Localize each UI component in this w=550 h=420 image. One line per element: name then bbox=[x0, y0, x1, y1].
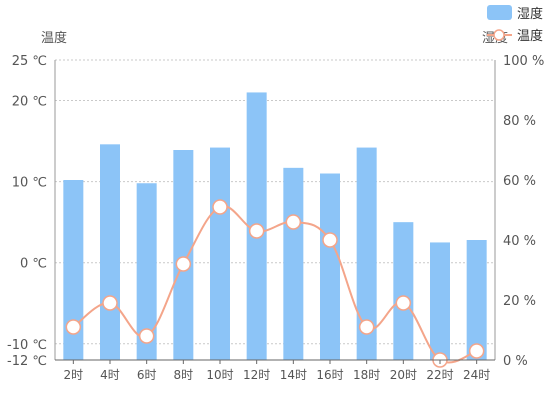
left-axis-title: 温度 bbox=[41, 30, 67, 46]
line-point[interactable] bbox=[322, 232, 338, 248]
bar-layer bbox=[63, 92, 487, 360]
line-point[interactable] bbox=[468, 343, 485, 359]
x-tick-label: 6时 bbox=[137, 368, 157, 382]
legend-swatch-bar bbox=[487, 5, 512, 20]
bar[interactable] bbox=[210, 147, 230, 360]
x-tick-label: 18时 bbox=[353, 368, 380, 382]
grid-layer bbox=[55, 59, 495, 345]
x-tick-label: 8时 bbox=[174, 368, 194, 382]
x-tick-label: 24时 bbox=[463, 368, 490, 382]
line-point[interactable] bbox=[395, 295, 412, 311]
x-tick-label: 4时 bbox=[100, 368, 120, 382]
axis-layer: 25 ℃ 20 ℃ 10 ℃ 0 ℃ -10 ℃-12 ℃ 100 % 80 % 60 % 40… bbox=[7, 54, 544, 382]
line-layer bbox=[65, 199, 485, 368]
bar[interactable] bbox=[100, 144, 120, 360]
legend-item-temperature[interactable]: 温度 bbox=[487, 28, 543, 44]
bar[interactable] bbox=[136, 183, 157, 360]
left-tick-label: -12 ℃ bbox=[7, 354, 47, 369]
right-tick-label: 20 % bbox=[503, 294, 536, 309]
x-tick-label: 16时 bbox=[316, 368, 343, 382]
bar[interactable] bbox=[393, 222, 414, 360]
bar[interactable] bbox=[430, 242, 450, 360]
left-tick-label: 0 ℃ bbox=[20, 257, 47, 272]
bar[interactable] bbox=[466, 240, 487, 360]
right-tick-label: 100 % bbox=[503, 54, 544, 69]
line-point[interactable] bbox=[138, 328, 155, 344]
line-point[interactable] bbox=[175, 256, 192, 272]
right-tick-label: 60 % bbox=[503, 174, 536, 189]
legend-label-temperature: 温度 bbox=[517, 28, 543, 44]
x-tick-label: 14时 bbox=[280, 368, 307, 382]
bar[interactable] bbox=[356, 147, 377, 360]
legend-swatch-marker bbox=[493, 29, 505, 41]
x-tick-label: 10时 bbox=[206, 368, 233, 382]
bar[interactable] bbox=[63, 180, 84, 360]
x-tick-label: 20时 bbox=[390, 368, 417, 382]
x-tick-label: 2时 bbox=[64, 368, 84, 382]
x-tick-label: 12时 bbox=[243, 368, 270, 382]
line-point[interactable] bbox=[285, 214, 302, 230]
right-tick-label: 40 % bbox=[503, 234, 536, 249]
legend: 湿度 温度 bbox=[487, 5, 543, 44]
bar[interactable] bbox=[173, 150, 194, 360]
left-tick-label: -10 ℃ bbox=[7, 338, 47, 353]
right-tick-label: 0 % bbox=[503, 354, 528, 369]
temperature-line bbox=[72, 205, 478, 364]
bar[interactable] bbox=[283, 167, 304, 360]
line-point[interactable] bbox=[65, 319, 82, 335]
line-point[interactable] bbox=[358, 319, 375, 335]
line-point[interactable] bbox=[102, 295, 118, 311]
left-tick-label: 20 ℃ bbox=[12, 95, 47, 110]
left-tick-label: 10 ℃ bbox=[12, 176, 47, 191]
left-tick-label: 25 ℃ bbox=[12, 54, 47, 69]
legend-label-humidity: 湿度 bbox=[517, 6, 543, 22]
line-point[interactable] bbox=[212, 199, 228, 215]
line-point[interactable] bbox=[248, 223, 265, 239]
x-tick-label: 22时 bbox=[426, 368, 453, 382]
right-tick-label: 80 % bbox=[503, 114, 536, 129]
bar[interactable] bbox=[320, 173, 340, 360]
legend-item-humidity[interactable]: 湿度 bbox=[487, 5, 543, 22]
